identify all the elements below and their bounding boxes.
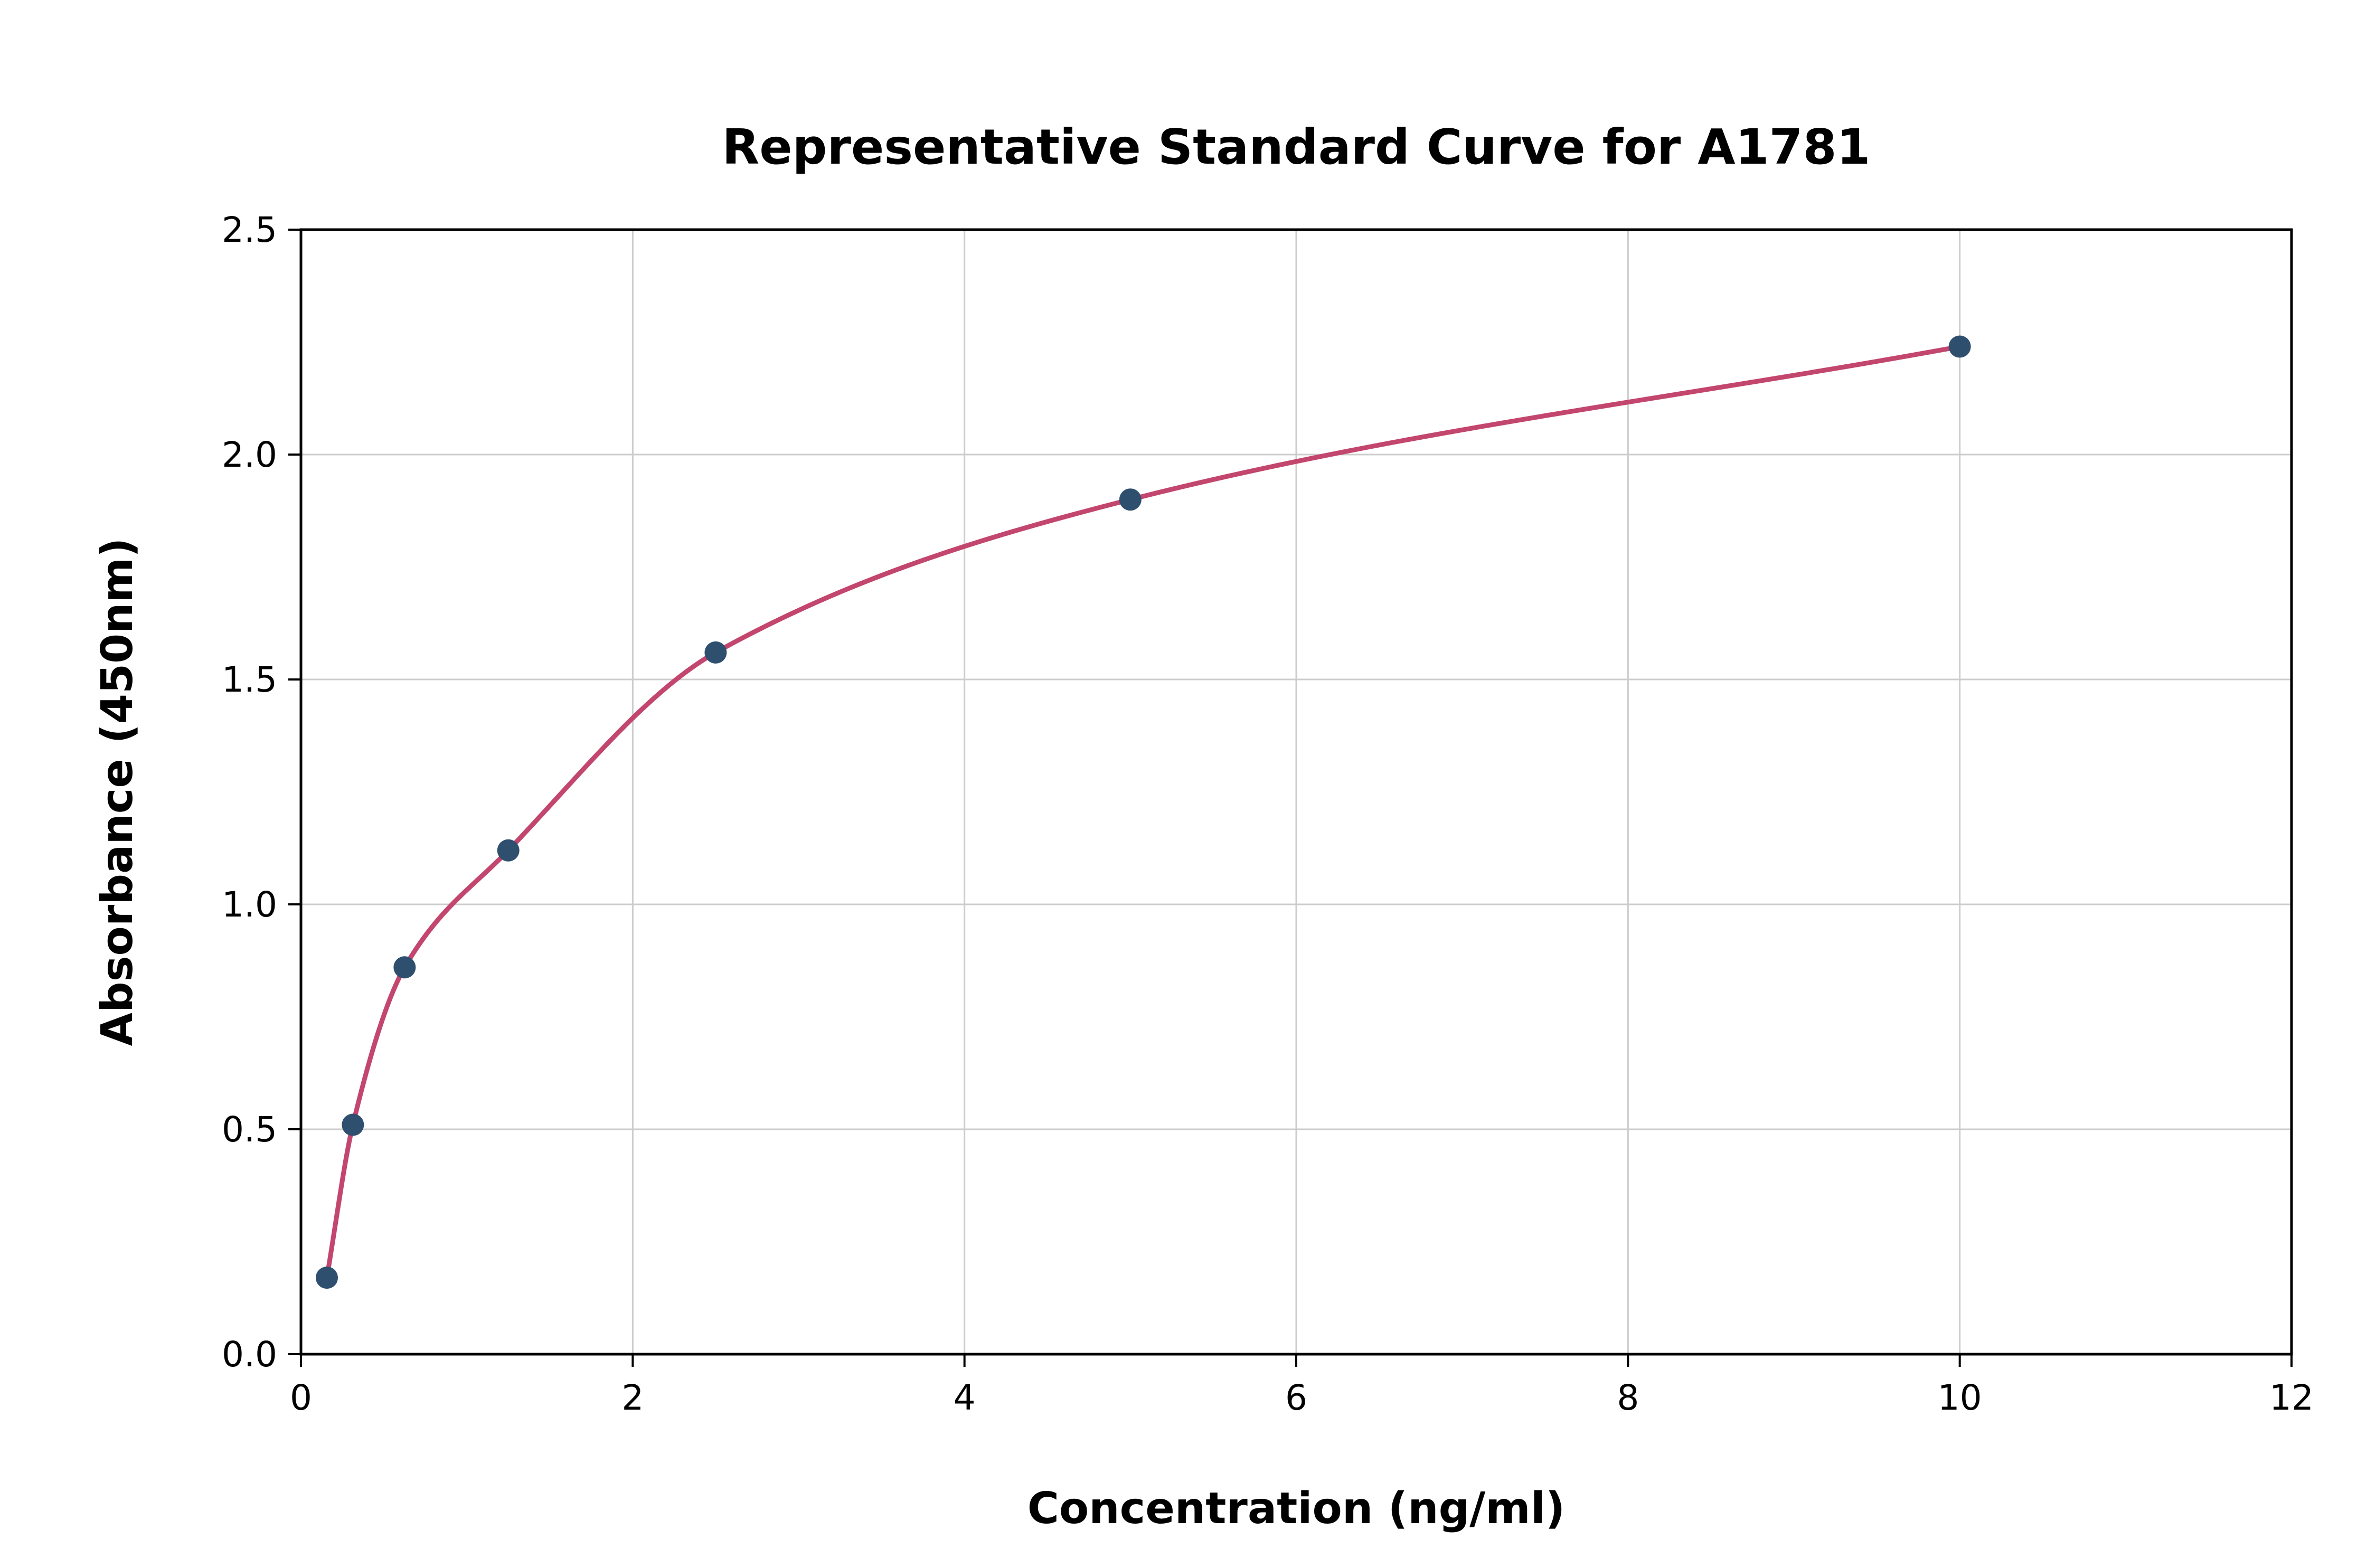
y-tick-label: 2.5 (222, 210, 277, 250)
data-point (704, 641, 727, 664)
y-tick-label: 2.0 (222, 434, 277, 475)
data-points (316, 335, 1971, 1289)
fitted-curve (324, 344, 1963, 1280)
data-point (497, 839, 520, 862)
data-point (316, 1267, 338, 1289)
x-tick-label: 6 (1285, 1377, 1307, 1418)
x-tick-label: 12 (2269, 1377, 2314, 1418)
data-point (393, 956, 416, 979)
y-tick-label: 0.5 (222, 1109, 277, 1150)
x-tick-label: 10 (1938, 1377, 1982, 1418)
data-point (342, 1113, 364, 1136)
y-tick-label: 0.0 (222, 1334, 277, 1375)
data-point (1948, 335, 1971, 358)
x-tick-label: 0 (290, 1377, 312, 1418)
axis-ticks (288, 229, 2293, 1367)
axis-tick-labels: 0 2 4 6 8 10 12 0.0 0.5 1.0 1.5 2.0 2.5 (222, 210, 2314, 1418)
grid-lines (301, 230, 2292, 1354)
y-tick-label: 1.0 (222, 884, 277, 925)
y-axis-title: Absorbance (450nm) (92, 538, 143, 1046)
x-tick-label: 4 (954, 1377, 976, 1418)
fit-curve-path (324, 344, 1963, 1280)
x-tick-label: 2 (621, 1377, 644, 1418)
x-tick-label: 8 (1617, 1377, 1639, 1418)
chart-title: Representative Standard Curve for A1781 (722, 119, 1870, 175)
data-point (1119, 488, 1142, 511)
x-axis-title: Concentration (ng/ml) (1027, 1484, 1566, 1534)
y-tick-label: 1.5 (222, 659, 277, 700)
